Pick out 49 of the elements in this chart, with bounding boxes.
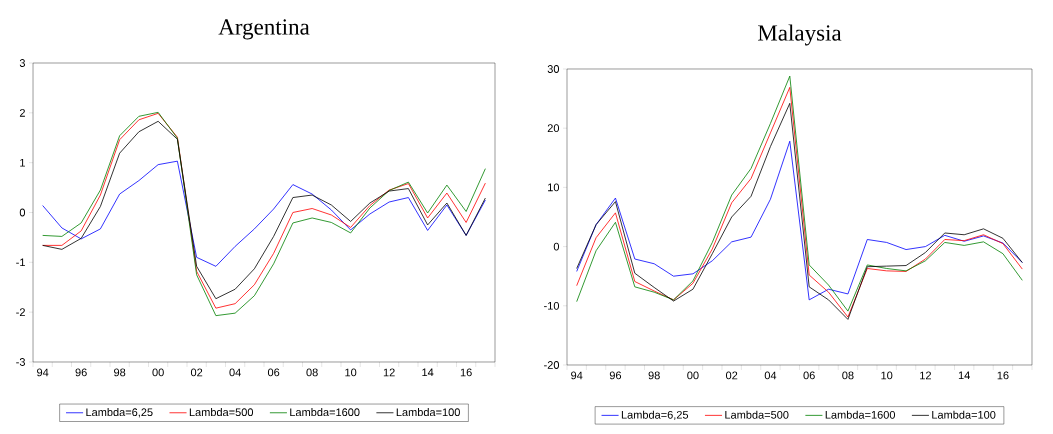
y-tick-label: 1	[20, 158, 25, 167]
y-tick-label: -1	[16, 258, 25, 267]
chart-title: Argentina	[218, 19, 310, 40]
y-tick-label: 30	[547, 65, 560, 73]
x-tick-label: 94	[571, 371, 583, 380]
x-tick-label: 14	[422, 368, 434, 377]
legend-label: Lambda=100	[396, 408, 460, 417]
x-tick-label: 04	[764, 371, 777, 380]
legend-label: Lambda=1600	[825, 410, 896, 419]
x-tick-label: 10	[881, 371, 893, 380]
x-tick-label: 14	[958, 371, 970, 380]
x-tick-label: 00	[687, 371, 699, 380]
y-tick-label: 0	[19, 208, 26, 217]
line-series	[42, 160, 486, 267]
x-tick-label: 96	[75, 368, 87, 377]
x-tick-label: 98	[648, 371, 660, 380]
legend-label: Lambda=1600	[290, 408, 360, 417]
y-tick-label: -20	[544, 361, 560, 369]
x-tick-label: 16	[997, 371, 1009, 380]
x-tick-label: 12	[383, 368, 395, 377]
y-tick-label: -3	[16, 358, 25, 366]
x-tick-label: 02	[190, 368, 203, 377]
x-tick-label: 08	[306, 368, 318, 377]
y-tick-label: -10	[544, 301, 560, 310]
legend-label: Lambda=500	[725, 410, 789, 419]
chart-title: Malaysia	[758, 24, 842, 46]
x-tick-label: 10	[345, 368, 357, 377]
legend-label: Lambda=500	[189, 408, 254, 417]
x-tick-label: 94	[37, 368, 49, 377]
y-tick-label: 2	[19, 109, 25, 117]
x-tick-label: 98	[114, 368, 126, 377]
x-tick-label: 00	[152, 368, 164, 377]
x-tick-label: 04	[229, 368, 241, 377]
x-tick-label: 06	[803, 371, 815, 380]
x-tick-label: 96	[609, 371, 622, 380]
y-tick-label: 0	[553, 242, 560, 251]
y-tick-label: -2	[16, 308, 25, 316]
legend-label: Lambda=6,25	[86, 408, 153, 418]
line-series	[576, 140, 1023, 301]
x-tick-label: 06	[267, 368, 280, 377]
x-tick-label: 08	[842, 371, 854, 380]
x-tick-label: 16	[460, 368, 472, 377]
legend-label: Lambda=6,25	[621, 410, 689, 421]
y-tick-label: 3	[19, 59, 25, 67]
y-tick-label: 20	[547, 124, 560, 133]
y-tick-label: 10	[548, 183, 560, 192]
x-tick-label: 02	[725, 371, 738, 380]
x-tick-label: 12	[920, 371, 931, 380]
legend-label: Lambda=100	[932, 410, 996, 419]
